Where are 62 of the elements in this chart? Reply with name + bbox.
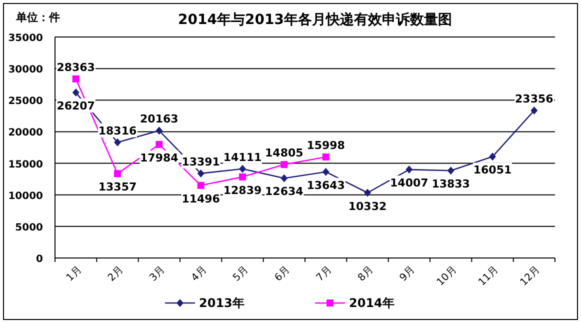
- point: [72, 75, 80, 82]
- point: [239, 164, 246, 173]
- data-label: 28363: [56, 60, 95, 74]
- point: [530, 106, 538, 115]
- point: [197, 182, 204, 189]
- x-tick-label: 9月: [398, 264, 418, 284]
- data-label: 10332: [348, 200, 387, 213]
- data-label: 13833: [432, 178, 470, 191]
- data-label: 13391: [182, 155, 220, 168]
- y-tick-label: 0: [36, 254, 44, 265]
- point: [197, 169, 204, 178]
- y-tick-label: 30000: [8, 64, 44, 76]
- data-label: 14805: [265, 146, 304, 160]
- data-label: 12634: [265, 185, 304, 198]
- data-label: 17984: [140, 151, 179, 164]
- legend-label: 2013年: [199, 296, 244, 310]
- data-label: 26207: [56, 100, 95, 113]
- point: [322, 153, 330, 160]
- point: [489, 152, 496, 161]
- x-tick-label: 4月: [190, 264, 209, 284]
- x-tick-label: 10月: [435, 264, 459, 288]
- point: [280, 174, 288, 182]
- x-tick-label: 8月: [356, 264, 376, 284]
- x-tick-label: 2月: [106, 264, 126, 284]
- x-tick-label: 1月: [64, 264, 84, 284]
- point: [114, 138, 121, 146]
- data-label: 20163: [140, 112, 178, 126]
- point: [447, 166, 454, 175]
- x-tick-label: 12月: [518, 264, 542, 288]
- chart-title: 2014年与2013年各月快递有效申诉数量图: [178, 11, 452, 28]
- y-axis-title: 单位：件: [15, 11, 60, 24]
- data-label: 18316: [98, 124, 137, 138]
- point: [280, 161, 288, 168]
- y-tick-label: 25000: [8, 96, 44, 108]
- data-label: 13357: [98, 180, 137, 194]
- data-label: 13643: [306, 178, 345, 192]
- data-label: 11496: [182, 192, 220, 206]
- point: [156, 140, 163, 148]
- y-tick-label: 5000: [15, 222, 44, 234]
- data-label: 14111: [223, 150, 262, 164]
- x-tick-label: 11月: [476, 264, 501, 288]
- point: [364, 188, 371, 197]
- y-tick-label: 15000: [8, 159, 44, 170]
- x-tick-label: 5月: [231, 264, 251, 284]
- point: [239, 173, 246, 180]
- x-tick-label: 6月: [272, 264, 292, 284]
- x-tick-label: 7月: [314, 264, 334, 284]
- point: [156, 126, 163, 135]
- data-label: 23356: [515, 92, 554, 106]
- y-tick-label: 10000: [8, 190, 44, 202]
- data-label: 12839: [223, 184, 262, 197]
- data-label: 15998: [306, 138, 345, 152]
- data-label: 16051: [473, 164, 512, 177]
- y-tick-label: 20000: [8, 128, 44, 139]
- point: [322, 168, 330, 176]
- y-tick-label: 35000: [8, 33, 44, 44]
- x-tick-label: 3月: [148, 264, 168, 284]
- point: [114, 170, 121, 178]
- legend-label: 2014年: [349, 296, 394, 310]
- point: [72, 88, 80, 97]
- point: [406, 166, 413, 174]
- data-label: 14007: [390, 176, 428, 190]
